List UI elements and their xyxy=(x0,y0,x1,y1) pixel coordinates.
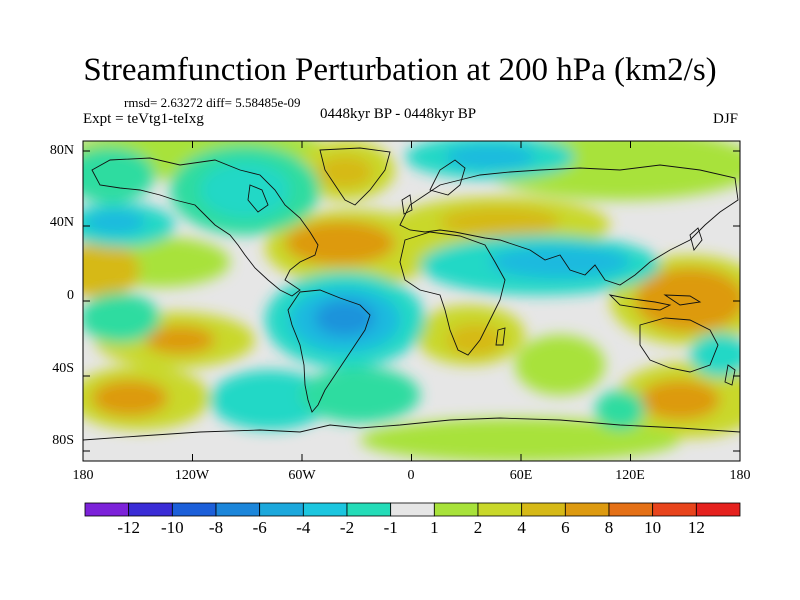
colorbar-swatch xyxy=(171,502,217,517)
colorbar-swatch xyxy=(564,502,610,517)
pos-region-greenland-core xyxy=(317,156,373,188)
coast-scandinavia xyxy=(429,159,466,196)
colorbar-swatch xyxy=(84,502,130,517)
colorbar-swatch xyxy=(477,502,523,517)
colorbar-label: 2 xyxy=(473,518,483,537)
lon-label-120w: 120W xyxy=(174,468,210,483)
colorbar-label: 4 xyxy=(517,518,526,537)
plot-title: Streamfunction Perturbation at 200 hPa (… xyxy=(83,52,717,88)
colorbar-swatch xyxy=(259,502,304,517)
neg-region-tasman xyxy=(690,333,740,377)
coastlines xyxy=(83,147,740,441)
coast-greenland xyxy=(319,147,391,206)
lat-label-80n: 80N xyxy=(49,143,74,158)
lat-label-40s: 40S xyxy=(52,361,74,376)
pos-region-atlantic-core xyxy=(285,221,395,265)
coast-north-america xyxy=(91,157,319,297)
pos-region-southern-indian-core xyxy=(640,380,720,420)
coast-australia xyxy=(639,317,719,373)
pos-region-west-pacific-core xyxy=(635,268,740,332)
lon-label-120e: 120E xyxy=(615,468,645,483)
coast-new-zealand xyxy=(724,364,736,386)
neg-region-alaska xyxy=(83,147,155,203)
neg-region-sa-core xyxy=(315,300,375,336)
pos-region-antarctic xyxy=(360,418,680,461)
lon-label-180w: 180 xyxy=(72,468,94,483)
colorbar-swatch xyxy=(652,502,697,517)
colorbar-label: 12 xyxy=(687,518,705,537)
colorbar-swatch xyxy=(433,502,479,517)
neg-region-canada-core xyxy=(200,162,290,218)
neg-region-barents-core xyxy=(445,145,535,169)
colorbar-label: -4 xyxy=(296,518,311,537)
pos-region-mediterranean-core xyxy=(440,207,560,237)
colorbar-label: -8 xyxy=(208,518,224,537)
colorbar-swatch xyxy=(521,502,566,517)
period-label: 0448kyr BP - 0448kyr BP xyxy=(320,106,477,122)
neg-region-east-pacific xyxy=(83,293,160,343)
stats-text: rmsd= 2.63272 diff= 5.58485e-09 xyxy=(124,95,301,110)
season-label: DJF xyxy=(713,111,739,127)
colorbar xyxy=(84,502,741,517)
pos-region-west-edge xyxy=(83,242,140,298)
coast-new-guinea xyxy=(663,294,702,306)
pos-region-south-pacific-core xyxy=(145,326,215,354)
colorbar-swatch xyxy=(346,502,392,517)
lat-label-0: 0 xyxy=(67,288,74,303)
pos-region-indian-ocean xyxy=(515,335,605,395)
colorbar-swatch xyxy=(390,502,435,517)
colorbar-label: -12 xyxy=(117,518,140,537)
colorbar-swatch xyxy=(608,502,654,517)
neg-region-south-atlantic-west xyxy=(210,370,330,430)
coast-eurasia xyxy=(399,164,739,286)
colorbar-label: -10 xyxy=(160,518,184,537)
lon-label-180e: 180 xyxy=(729,468,751,483)
lon-label-0: 0 xyxy=(407,468,415,483)
lat-label-40n: 40N xyxy=(49,215,74,230)
streamfunction-field xyxy=(83,141,740,461)
colorbar-swatch xyxy=(215,502,261,517)
neg-region-indian-south xyxy=(595,390,645,430)
colorbar-label: 10 xyxy=(644,518,662,537)
coast-antarctica xyxy=(83,417,740,441)
colorbar-label: -1 xyxy=(383,518,398,537)
axis-ticks xyxy=(82,141,741,461)
coast-south-america xyxy=(287,289,371,413)
colorbar-swatch xyxy=(302,502,348,517)
colorbar-label: 8 xyxy=(604,518,614,537)
colorbar-label: -2 xyxy=(339,518,355,537)
coast-madagascar xyxy=(495,327,506,346)
colorbar-swatch xyxy=(695,502,741,517)
lat-label-80s: 80S xyxy=(52,433,74,448)
colorbar-label: -6 xyxy=(252,518,267,537)
neg-region-south-atlantic xyxy=(300,367,420,423)
colorbar-label: 1 xyxy=(430,518,439,537)
coast-indonesia xyxy=(608,294,672,311)
coast-hudson-bay xyxy=(247,184,269,213)
colorbar-swatch xyxy=(128,502,173,517)
neg-region-north-pacific-core xyxy=(85,210,145,234)
pos-region-southern-core xyxy=(92,380,168,416)
neg-region-arabia-core xyxy=(490,246,630,278)
coast-japan xyxy=(689,227,703,251)
colorbar-label: 6 xyxy=(561,518,570,537)
experiment-label: Expt = teVtg1-teIxg xyxy=(83,111,204,127)
lon-label-60e: 60E xyxy=(509,468,533,483)
coast-uk xyxy=(401,194,413,215)
pos-region-africa-core xyxy=(447,324,503,356)
lon-label-60w: 60W xyxy=(288,468,316,483)
coast-africa xyxy=(399,231,506,356)
